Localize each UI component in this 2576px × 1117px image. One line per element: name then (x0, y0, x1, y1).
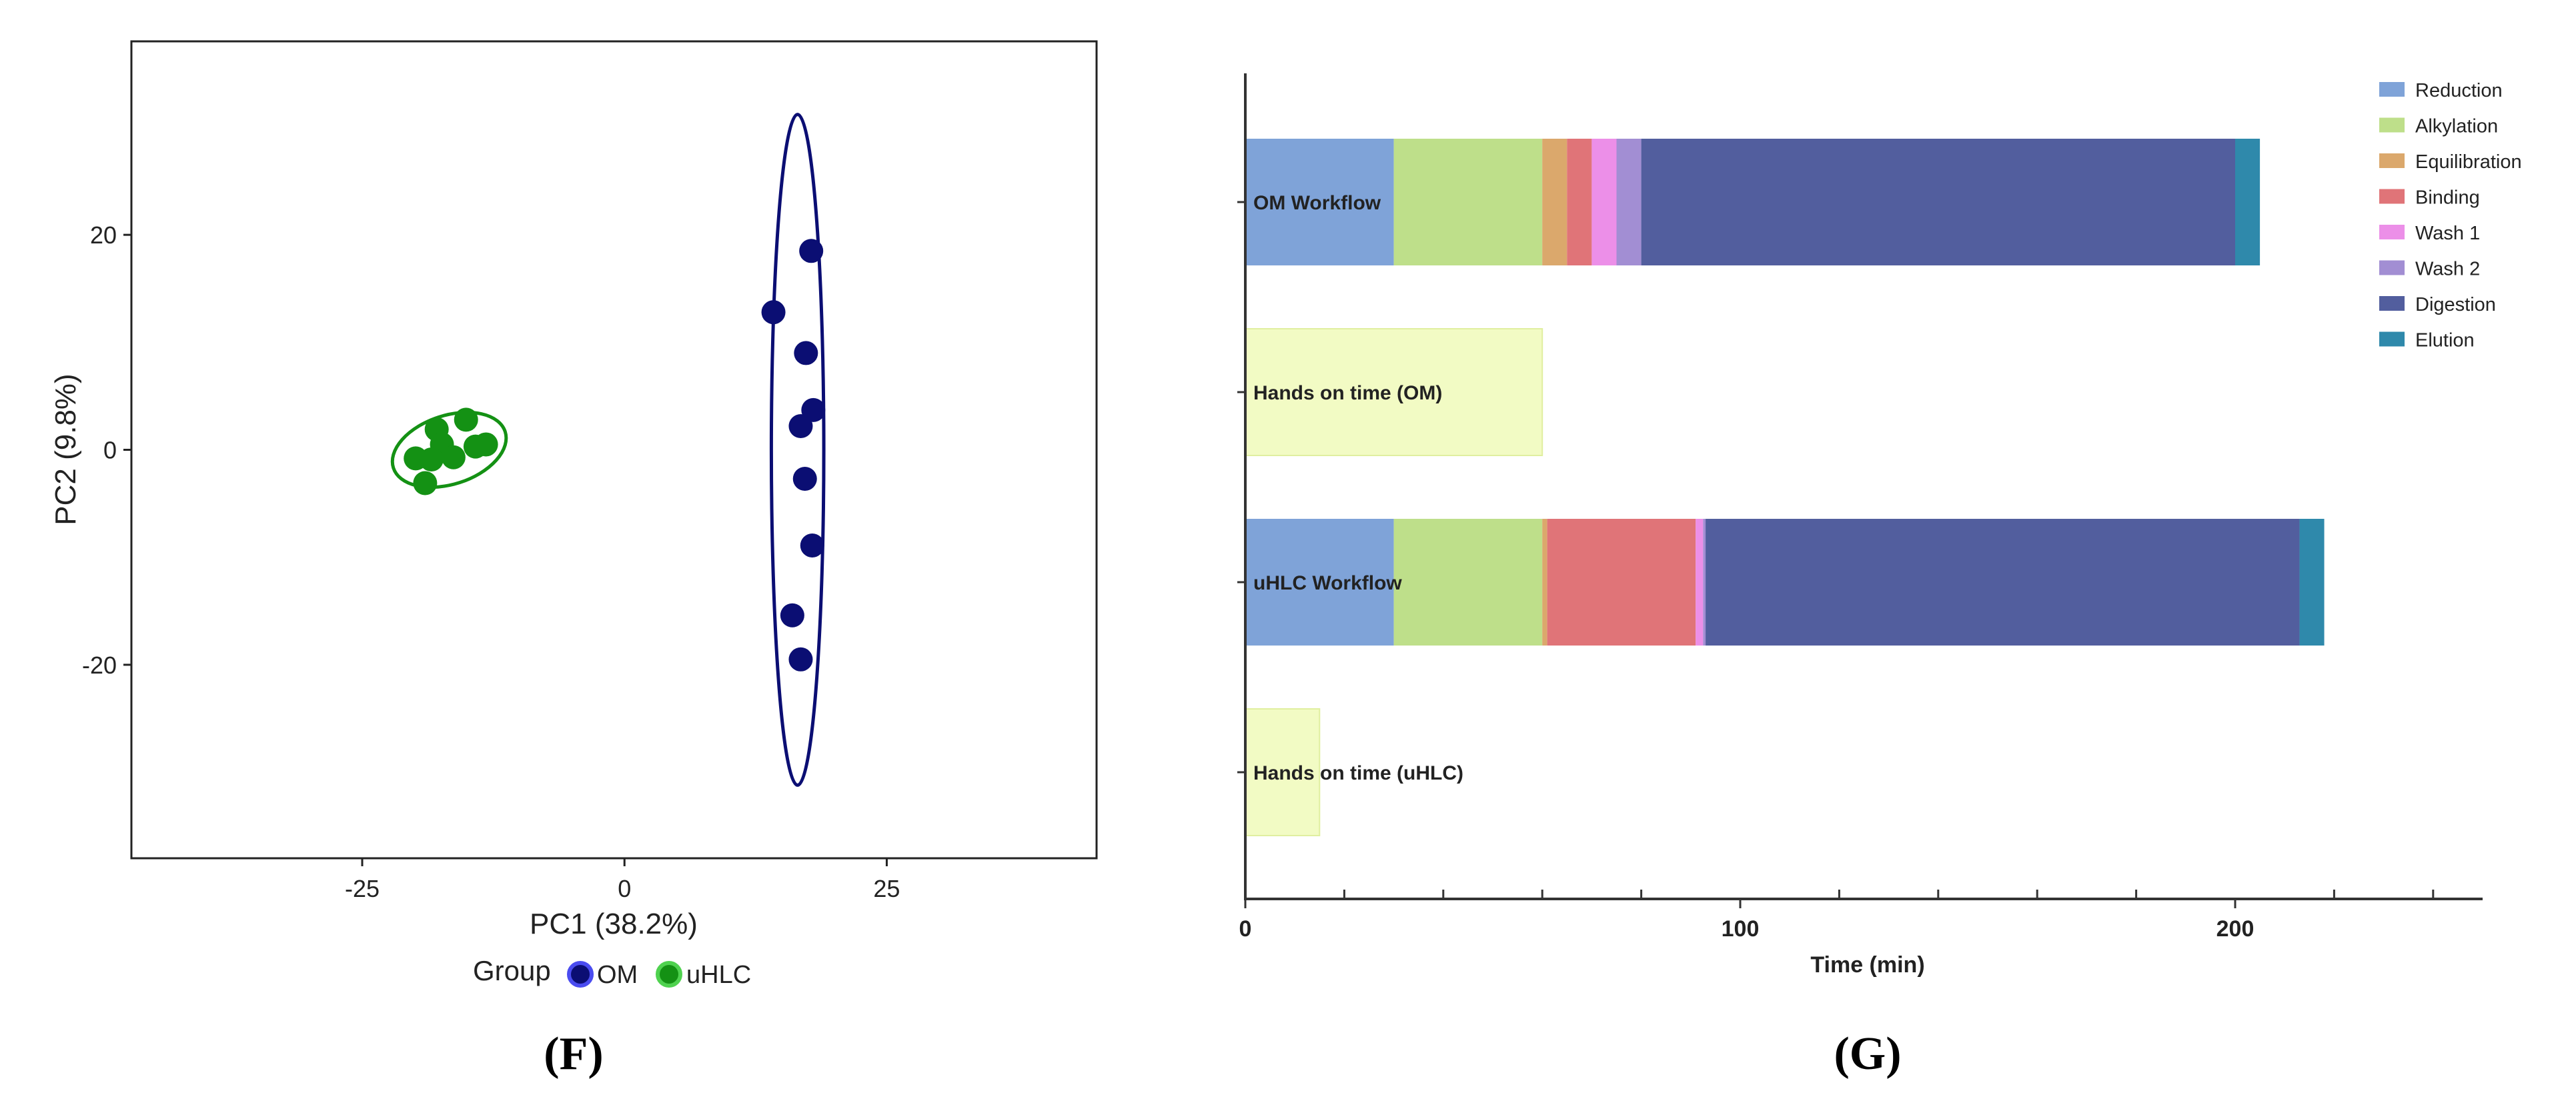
point-uhlc-8 (413, 471, 438, 495)
point-uhlc-0 (454, 407, 478, 432)
point-om-1 (761, 300, 786, 325)
panel-label-f: (F) (544, 1028, 603, 1080)
point-uhlc-6 (419, 447, 444, 472)
bar-segment-equilibration-0 (1542, 139, 1567, 265)
g-x-axis-label: Time (min) (1810, 952, 1924, 978)
panel-label-g: (G) (1834, 1028, 1901, 1080)
bar-segment-wash-1-0 (1591, 139, 1617, 265)
g-x-tick-label: 200 (2216, 916, 2255, 942)
g-category-label: Hands on time (uHLC) (1253, 762, 1463, 784)
g-legend-swatch-equilibration (2379, 153, 2405, 168)
g-legend-swatch-elution (2379, 331, 2405, 347)
point-om-3 (801, 397, 826, 422)
bar-segment-equilibration-2 (1542, 519, 1547, 646)
pca-y-tick-label: 20 (90, 221, 117, 249)
bar-segment-alkylation-0 (1393, 139, 1543, 265)
bar-segment-elution-0 (2235, 139, 2261, 265)
bar-segment-elution-2 (2299, 519, 2325, 646)
g-category-label: uHLC Workflow (1253, 572, 1402, 594)
g-legend-label: Equilibration (2415, 151, 2522, 173)
g-legend-swatch-alkylation (2379, 117, 2405, 133)
bar-segment-binding-0 (1567, 139, 1592, 265)
g-legend-swatch-binding (2379, 189, 2405, 204)
g-legend-swatch-digestion (2379, 296, 2405, 311)
confidence-ellipse-uhlc (390, 410, 508, 489)
g-legend-label: Wash 2 (2415, 259, 2480, 280)
g-legend-label: Reduction (2415, 80, 2503, 101)
point-om-6 (800, 533, 824, 557)
point-uhlc-4 (474, 432, 498, 457)
pca-x-tick-label: 25 (873, 875, 900, 902)
g-category-label: Hands on time (OM) (1253, 382, 1442, 404)
g-category-label: OM Workflow (1253, 192, 1381, 214)
bar-segment-digestion-2 (1706, 519, 2300, 646)
bar-segment-binding-2 (1547, 519, 1696, 646)
legend-label-uhlc: uHLC (686, 961, 751, 989)
g-legend-label: Binding (2415, 187, 2480, 209)
pca-y-tick-label: -20 (82, 652, 117, 679)
g-x-tick-label: 0 (1239, 916, 1252, 942)
bar-segment-wash-2-0 (1616, 139, 1642, 265)
confidence-ellipse-om (769, 113, 826, 787)
g-legend-label: Digestion (2415, 294, 2496, 315)
bar-segment-wash-1-2 (1696, 519, 1704, 646)
g-legend-label: Elution (2415, 330, 2475, 351)
bar-segment-alkylation-2 (1393, 519, 1543, 646)
point-om-0 (799, 239, 824, 263)
point-om-7 (780, 603, 804, 628)
legend-marker-uhlc (656, 961, 682, 988)
pca-legend: Group OM uHLC (473, 955, 751, 989)
pca-x-axis-label: PC1 (38.2%) (530, 908, 698, 940)
pca-y-axis-label: PC2 (9.8%) (49, 373, 82, 525)
g-legend-label: Wash 1 (2415, 223, 2480, 244)
point-om-8 (788, 647, 813, 672)
bar-segment-reduction-0 (1245, 139, 1394, 265)
g-legend-swatch-wash-2 (2379, 260, 2405, 275)
pca-plot-frame (130, 40, 1098, 860)
legend-label-om: OM (597, 961, 638, 989)
point-om-4 (788, 414, 813, 439)
pca-y-tick-label: 0 (103, 437, 117, 464)
bar-segment-reduction-2 (1245, 519, 1394, 646)
point-uhlc-7 (441, 445, 466, 469)
point-om-5 (792, 467, 817, 491)
bar-segment-digestion-0 (1641, 139, 2235, 265)
bar-hands-on-3 (1245, 708, 1321, 836)
pca-x-tick-label: -25 (345, 875, 380, 902)
pca-scatter-chart: -25 0 25 -20 0 20 PC1 (38.2%) PC2 (9.8%) Grou… (49, 40, 1098, 1080)
g-legend: Reduction Alkylation Equilibration Binding W… (2379, 80, 2522, 351)
point-om-2 (794, 341, 818, 365)
g-x-tick-label: 100 (1722, 916, 1760, 942)
workflow-time-chart: 0 100 200 OM Workflow Hands on time (OM) uHL… (1237, 73, 2522, 1080)
legend-marker-om (567, 961, 594, 988)
g-legend-swatch-wash-1 (2379, 225, 2405, 239)
pca-legend-title: Group (473, 955, 551, 986)
g-legend-swatch-reduction (2379, 82, 2405, 97)
g-legend-label: Alkylation (2415, 116, 2498, 137)
bar-segment-wash-2-2 (1703, 519, 1706, 646)
pca-x-tick-label: 0 (618, 875, 631, 902)
